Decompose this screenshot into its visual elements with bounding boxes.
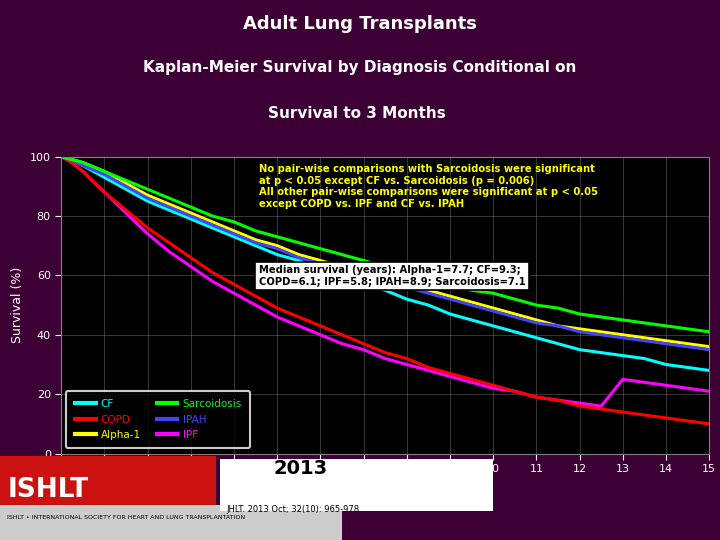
X-axis label: Years: Years	[369, 480, 402, 492]
FancyBboxPatch shape	[0, 505, 342, 540]
Y-axis label: Survival (%): Survival (%)	[12, 267, 24, 343]
Text: Survival to 3 Months (Transplants: January 1990 – June 2011): Survival to 3 Months (Transplants: Janua…	[148, 134, 572, 148]
Text: No pair-wise comparisons with Sarcoidosis were significant
at p < 0.05 except CF: No pair-wise comparisons with Sarcoidosi…	[259, 164, 598, 209]
FancyBboxPatch shape	[0, 456, 216, 540]
Text: Kaplan-Meier Survival by Diagnosis Conditional on: Kaplan-Meier Survival by Diagnosis Condi…	[143, 60, 577, 76]
Text: JHLT. 2013 Oct; 32(10): 965-978: JHLT. 2013 Oct; 32(10): 965-978	[227, 505, 360, 514]
Text: Survival to 3 Months: Survival to 3 Months	[269, 106, 451, 121]
Text: 2013: 2013	[274, 459, 328, 478]
FancyBboxPatch shape	[220, 459, 493, 511]
Text: Adult Lung Transplants: Adult Lung Transplants	[243, 15, 477, 33]
Legend: CF, COPD, Alpha-1, Sarcoidosis, IPAH, IPF: CF, COPD, Alpha-1, Sarcoidosis, IPAH, IP…	[66, 390, 250, 448]
Text: Median survival (years): Alpha-1=7.7; CF=9.3;
COPD=6.1; IPF=5.8; IPAH=8.9; Sarco: Median survival (years): Alpha-1=7.7; CF…	[259, 265, 526, 287]
Text: ISHLT: ISHLT	[7, 477, 89, 503]
Text: ISHLT • INTERNATIONAL SOCIETY FOR HEART AND LUNG TRANSPLANTATION: ISHLT • INTERNATIONAL SOCIETY FOR HEART …	[7, 515, 246, 520]
